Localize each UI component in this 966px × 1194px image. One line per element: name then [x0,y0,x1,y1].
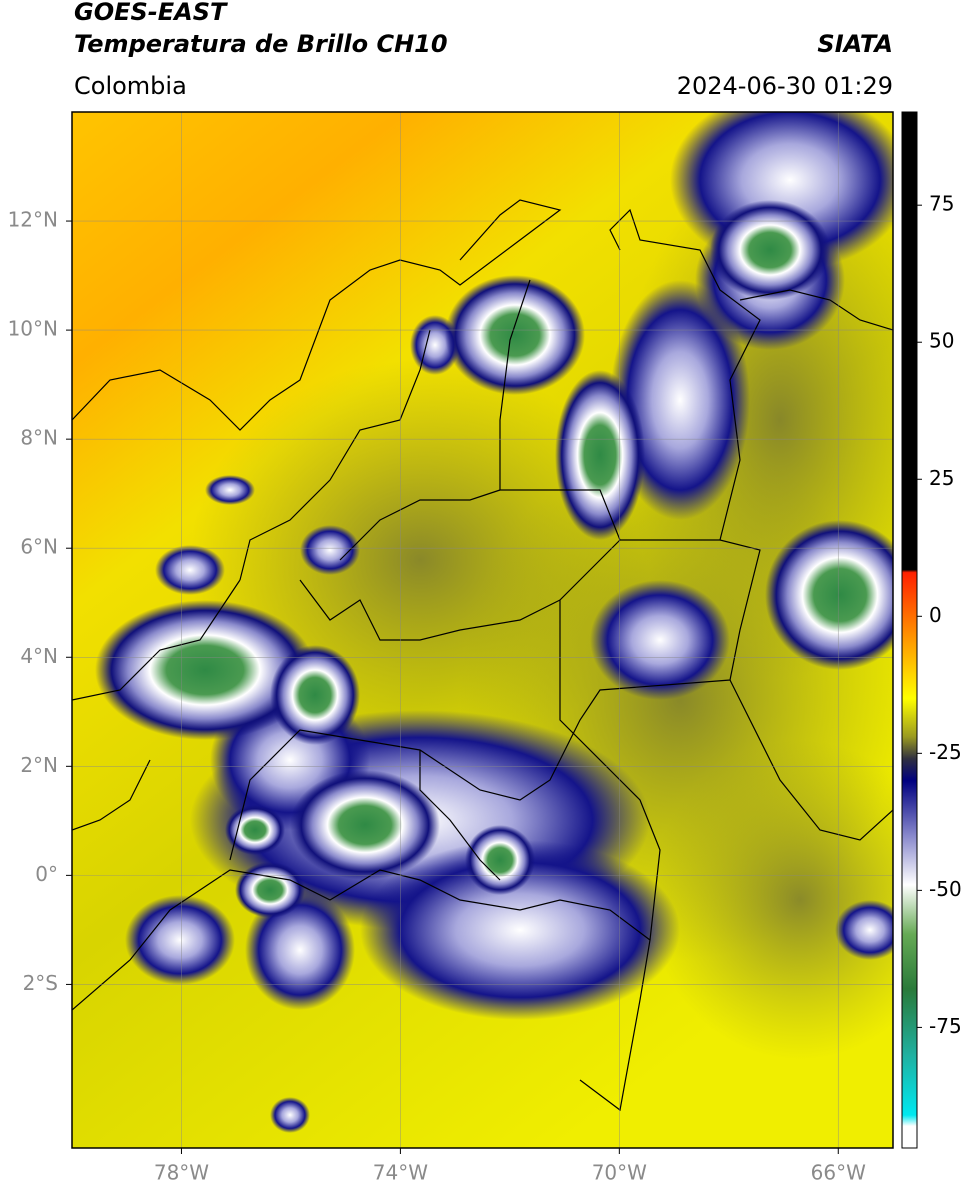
colorbar-tick-label: -75 [929,1014,962,1038]
source: SIATA [817,30,893,58]
colorbar-tick-label: 75 [929,192,954,216]
region: Colombia [74,72,187,100]
map-image [72,112,893,1148]
borders [72,199,893,1112]
subtitle: Temperatura de Brillo CH10 [74,30,448,58]
y-tick-label: 2°N [20,753,58,777]
x-tick-label: 74°W [373,1161,428,1185]
title: GOES-EAST [74,0,228,26]
colorbar-tick-label: -25 [929,740,962,764]
x-tick-label: 78°W [154,1161,209,1185]
y-tick-label: 6°N [20,535,58,559]
colorbar-tick-label: 25 [929,466,954,490]
y-tick-label: 2°S [23,971,58,995]
y-tick-label: 0° [35,862,58,886]
x-tick-label: 70°W [592,1161,647,1185]
map-frame [71,111,894,1149]
y-tick-label: 12°N [8,208,58,232]
y-tick-label: 4°N [20,644,58,668]
colorbar [901,111,918,1149]
y-tick-label: 10°N [8,317,58,341]
x-tick-label: 66°W [811,1161,866,1185]
storms [95,200,893,918]
colorbar-tick-label: 50 [929,329,954,353]
datetime: 2024-06-30 01:29 [677,72,893,100]
colorbar-tick-label: -50 [929,877,962,901]
y-tick-label: 8°N [20,426,58,450]
colorbar-tick-label: 0 [929,603,942,627]
